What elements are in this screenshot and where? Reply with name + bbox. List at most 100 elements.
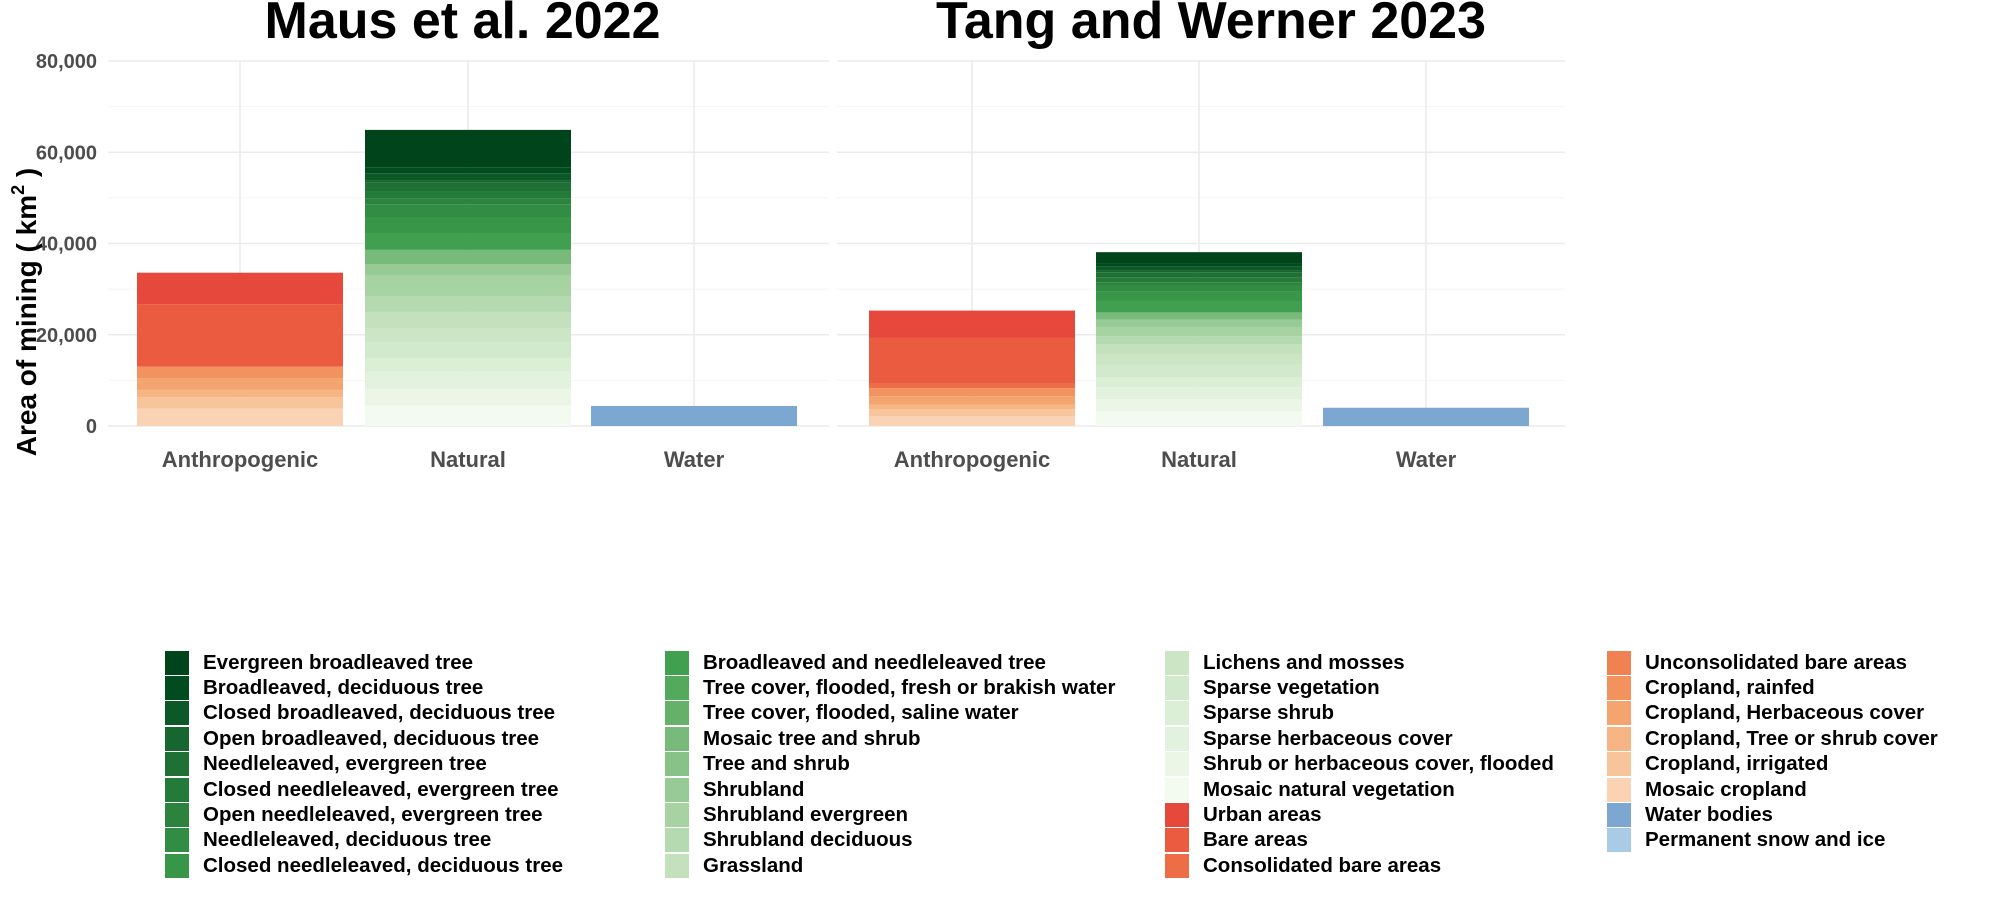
y-axis-label-superscript: 2 [8,185,28,195]
legend-item: Open broadleaved, deciduous tree [165,726,563,751]
bar-segment [1096,263,1302,267]
legend-label: Lichens and mosses [1203,650,1405,674]
legend-label: Shrubland evergreen [703,803,909,827]
legend-label: Mosaic tree and shrub [703,726,921,750]
bar-segment [1323,407,1529,426]
bar-segment [137,408,343,426]
bar-segment [137,304,343,367]
legend-swatch [165,853,189,878]
legend-item: Urban areas [1165,802,1554,828]
panel-1: Maus et al. 2022 0 20,000 40,000 60,000 80,00… [36,0,829,472]
legend-label: Shrubland [703,777,805,801]
legend-item: Tree cover, flooded, saline water [665,701,1115,726]
legend-swatch [165,777,189,802]
legend-label: Shrub or herbaceous cover, flooded [1203,752,1554,776]
legend-item: Mosaic tree and shrub [665,726,1115,751]
legend-label: Closed needleleaved, deciduous tree [203,853,564,877]
legend-swatch [1607,701,1631,726]
bar-segment [1096,364,1302,378]
bar-stack-natural [1096,252,1302,426]
panel-2: Tang and Werner 2023 Anthropogenic Natural… [837,0,1565,472]
legend-swatch [165,726,189,751]
bar-segment [869,409,1075,416]
legend-swatch [1165,650,1189,675]
legend-swatch [1165,853,1189,878]
panel-title: Tang and Werner 2023 [936,0,1486,50]
legend-label: Sparse shrub [1203,701,1335,725]
x-tick-label: Anthropogenic [162,447,318,472]
legend-swatch [665,726,689,751]
y-tick-label: 60,000 [36,142,97,164]
legend-item: Mosaic cropland [1607,777,1938,802]
legend-swatch [665,676,689,701]
legend-label: Permanent snow and ice [1645,828,1886,852]
legend-label: Sparse herbaceous cover [1203,726,1453,750]
legend-item: Evergreen broadleaved tree [165,650,563,675]
legend-item: Cropland, rainfed [1607,675,1938,701]
legend-item: Shrub or herbaceous cover, flooded [1165,752,1554,777]
y-tick-label: 40,000 [36,234,97,256]
legend-label: Cropland, Tree or shrub cover [1645,726,1938,750]
bar-stack-natural [365,129,571,426]
legend-label: Urban areas [1203,803,1322,827]
legend-label: Mosaic natural vegetation [1203,777,1455,801]
legend-item: Shrubland deciduous [665,828,1115,853]
legend-swatch [665,752,689,777]
bar-segment [1096,344,1302,355]
legend-label: Closed broadleaved, deciduous tree [203,701,556,725]
y-tick-label: 80,000 [36,51,97,73]
legend-item: Unconsolidated bare areas [1607,650,1938,675]
panel-title: Maus et al. 2022 [265,0,661,50]
bar-segment [869,415,1075,426]
legend-swatch [1165,701,1189,726]
legend-label: Broadleaved, deciduous tree [203,676,484,700]
legend-swatch [1607,726,1631,751]
legend-item: Broadleaved and needleleaved tree [665,650,1115,675]
bar-segment [591,405,797,426]
legend-label: Broadleaved and needleleaved tree [703,650,1046,674]
bar-segment [1096,326,1302,337]
legend-column: Evergreen broadleaved tree Broadleaved, d… [165,650,563,879]
bar-segment [1096,272,1302,278]
legend-swatch [1607,803,1631,828]
legend-label: Needleleaved, deciduous tree [203,828,492,852]
legend-swatch [165,828,189,853]
bar-segment [1096,282,1302,286]
legend-label: Cropland, rainfed [1645,676,1815,700]
legend-item: Shrubland evergreen [665,802,1115,828]
bar-segment [869,388,1075,397]
legend-swatch [1165,777,1189,802]
legend-swatch [1607,676,1631,701]
legend-label: Cropland, Herbaceous cover [1645,701,1925,725]
y-tick-label: 0 [86,416,97,438]
legend-swatch [165,676,189,701]
legend-item: Permanent snow and ice [1607,828,1938,853]
bar-segment [869,396,1075,405]
legend-item: Closed needleleaved, deciduous tree [165,853,563,878]
legend-label: Open broadleaved, deciduous tree [203,726,540,750]
bar-segment [1096,312,1302,320]
legend-swatch [1165,676,1189,701]
legend-item: Bare areas [1165,828,1554,853]
legend-swatch [1607,752,1631,777]
bar-segment [1096,266,1302,271]
legend-item: Broadleaved, deciduous tree [165,675,563,701]
legend-label: Cropland, irrigated [1645,752,1829,776]
legend-swatch [1607,828,1631,853]
legend-item: Closed needleleaved, evergreen tree [165,777,563,802]
x-tick-label: Natural [430,447,506,472]
bar-segment [137,272,343,305]
legend-item: Shrubland [665,777,1115,802]
legend-swatch [1165,803,1189,828]
x-tick-label: Water [1396,447,1457,472]
bar-segment [365,264,571,276]
bar-segment [365,191,571,199]
legend-swatch [665,828,689,853]
legend-label: Sparse vegetation [1203,676,1380,700]
legend-swatch [165,650,189,675]
legend-label: Open needleleaved, evergreen tree [203,803,543,827]
legend: Evergreen broadleaved tree Broadleaved, d… [165,650,1995,890]
y-tick-label: 20,000 [36,325,97,347]
bar-segment [1096,270,1302,273]
legend-item: Tree cover, flooded, fresh or brakish wa… [665,675,1115,701]
